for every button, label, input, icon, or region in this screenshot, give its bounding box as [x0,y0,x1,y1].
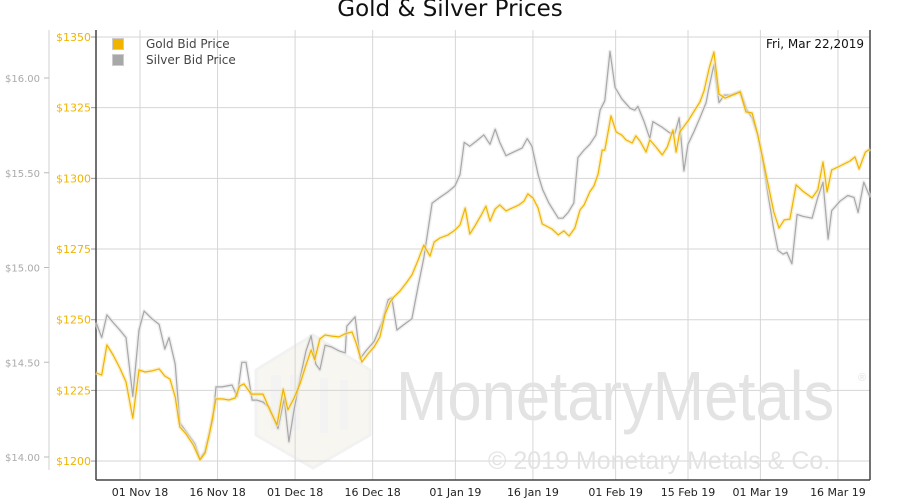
legend-label-silver: Silver Bid Price [146,53,236,67]
chart-title: Gold & Silver Prices [337,0,563,22]
gold-price-line [95,51,871,461]
gold-axis-tick-label: $1200 [56,455,91,468]
watermark-copyright: © 2019 Monetary Metals & Co. [488,447,831,475]
silver-axis-tick-label: $15.00 [5,264,40,275]
x-axis-tick-label: 01 Jan 19 [429,486,481,499]
silver-axis-tick-label: $14.50 [5,358,40,369]
gold-axis-tick-label: $1225 [56,384,91,397]
x-axis-tick-label: 01 Nov 18 [112,486,168,499]
gold-axis-tick-label: $1325 [56,102,91,115]
legend: Gold Bid Price Silver Bid Price [112,36,236,68]
x-axis-tick-label: 16 Nov 18 [189,486,245,499]
silver-swatch-icon [112,54,124,66]
x-axis-tick-label: 15 Feb 19 [661,486,715,499]
x-axis-tick-label: 16 Dec 18 [345,486,401,499]
date-label: Fri, Mar 22,2019 [765,37,864,51]
legend-item-silver[interactable]: Silver Bid Price [112,52,236,68]
x-axis-tick-label: 16 Jan 19 [507,486,559,499]
gold-axis-tick-label: $1275 [56,243,91,256]
x-axis-tick-label: 01 Feb 19 [588,486,642,499]
x-axis-tick-label: 01 Mar 19 [733,486,789,499]
silver-axis-tick-label: $16.00 [5,74,40,85]
gold-axis-tick-label: $1300 [56,172,91,185]
gold-axis-tick-label: $1350 [56,31,91,44]
legend-item-gold[interactable]: Gold Bid Price [112,36,236,52]
x-axis-tick-label: 01 Dec 18 [267,486,323,499]
x-axis-tick-label: 16 Mar 19 [810,486,866,499]
legend-label-gold: Gold Bid Price [146,37,230,51]
silver-axis-tick-label: $15.50 [5,169,40,180]
gold-swatch-icon [112,38,124,50]
watermark-text: MonetaryMetals [396,357,835,435]
gold-axis-tick-label: $1250 [56,314,91,327]
watermark-registered: ® [858,372,867,384]
silver-axis-tick-label: $14.00 [5,453,40,464]
